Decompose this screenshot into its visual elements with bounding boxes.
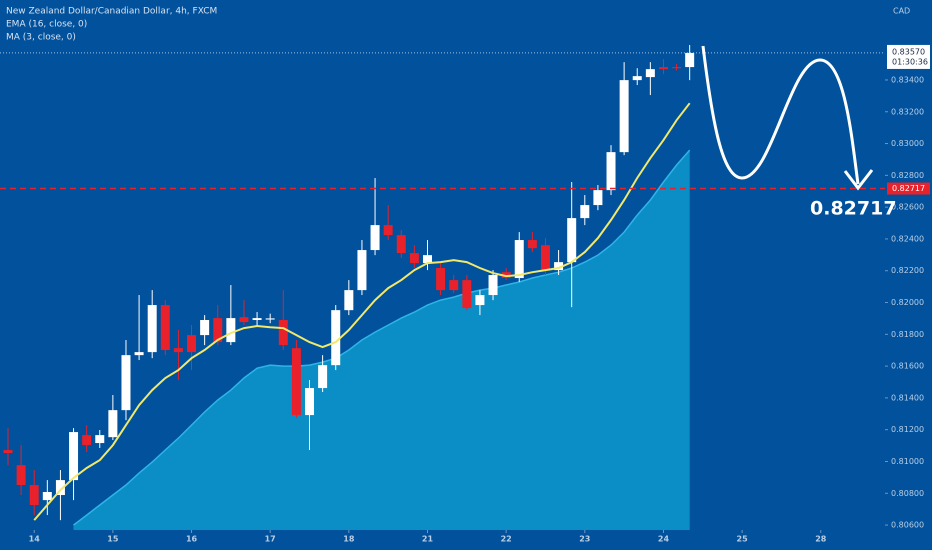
candle-body xyxy=(252,318,262,321)
candle-body xyxy=(147,305,157,353)
candle-body xyxy=(55,480,65,496)
line xyxy=(33,102,691,521)
last-price-tag xyxy=(887,44,930,69)
candle-body xyxy=(449,280,459,291)
y-tick-label: 0.82000 xyxy=(891,298,924,307)
candle-body xyxy=(134,352,144,356)
candle-body xyxy=(567,218,577,263)
candle-body xyxy=(29,485,39,506)
candle-body xyxy=(580,205,590,219)
y-tick-label: 0.82800 xyxy=(891,171,924,180)
countdown-label: 01:30:36 xyxy=(892,57,928,66)
candle-body xyxy=(82,435,92,446)
candle-body xyxy=(514,240,524,279)
candle-body xyxy=(593,190,603,206)
candle-body xyxy=(187,335,197,353)
y-tick-label: 0.81000 xyxy=(891,457,924,466)
currency-label: CAD xyxy=(893,7,910,16)
legend-ema: EMA (16, close, 0) xyxy=(6,20,87,30)
y-tick-label: 0.82600 xyxy=(891,203,924,212)
candle-body xyxy=(121,355,131,411)
candle-body xyxy=(42,492,52,501)
y-tick-label: 0.83200 xyxy=(891,107,924,116)
x-tick-label: 18 xyxy=(343,535,355,544)
candle-body xyxy=(409,253,419,264)
candle-body xyxy=(331,310,341,366)
candle-body xyxy=(527,240,537,249)
y-tick-label: 0.81200 xyxy=(891,425,924,434)
candle-body xyxy=(462,280,472,309)
y-tick-label: 0.83000 xyxy=(891,139,924,148)
last-price-label: 0.83570 xyxy=(892,47,925,56)
y-tick-label: 0.81400 xyxy=(891,393,924,402)
forecast-arrow xyxy=(843,169,874,191)
candle-body xyxy=(16,465,26,486)
candle-body xyxy=(213,318,223,343)
candle-body xyxy=(475,295,485,306)
y-tick-label: 0.81800 xyxy=(891,330,924,339)
x-tick-label: 17 xyxy=(265,535,276,544)
x-tick-label: 16 xyxy=(186,535,198,544)
candle-body xyxy=(69,432,79,481)
candle-body xyxy=(606,152,616,191)
x-tick-label: 28 xyxy=(815,535,827,544)
y-tick-label: 0.81600 xyxy=(891,362,924,371)
candle-body xyxy=(226,318,236,343)
candle-body xyxy=(357,250,367,291)
candle-body xyxy=(672,67,682,69)
candle-body xyxy=(554,262,564,271)
level-tag-label: 0.82717 xyxy=(892,184,925,193)
candle-body xyxy=(173,348,183,353)
candle-body xyxy=(3,450,13,454)
candle-body xyxy=(370,225,380,251)
candle-body xyxy=(619,80,629,153)
candle-body xyxy=(645,69,655,78)
candle-body xyxy=(95,435,105,444)
candle-body xyxy=(488,275,498,296)
candle-body xyxy=(685,52,695,68)
level-tag xyxy=(887,182,930,195)
candle-body xyxy=(396,235,406,254)
y-tick-label: 0.83400 xyxy=(891,75,924,84)
x-tick-label: 22 xyxy=(501,535,512,544)
y-tick-label: 0.80800 xyxy=(891,489,924,498)
x-tick-label: 14 xyxy=(29,535,41,544)
candle-body xyxy=(239,317,249,323)
forecast-curve xyxy=(701,45,860,185)
candle-body xyxy=(265,318,275,320)
candle-body xyxy=(305,388,315,416)
candle-body xyxy=(108,410,118,438)
x-tick-label: 25 xyxy=(737,535,749,544)
candle-body xyxy=(160,305,170,351)
candle-body xyxy=(658,67,668,70)
legend-ma: MA (3, close, 0) xyxy=(6,33,76,43)
area-edge xyxy=(73,149,691,526)
candle-body xyxy=(291,348,301,416)
y-tick-label: 0.82400 xyxy=(891,234,924,243)
candle-body xyxy=(344,290,354,311)
candle-body xyxy=(540,245,550,271)
candle-body xyxy=(200,320,210,336)
x-tick-label: 15 xyxy=(107,535,119,544)
chart-title: New Zealand Dollar/Canadian Dollar, 4h, … xyxy=(6,7,217,17)
x-tick-label: 24 xyxy=(658,535,670,544)
plot: 0.80600 0.80800 0.81000 0.81200 0.81400 0.816… xyxy=(0,44,924,544)
candle-body xyxy=(422,255,432,264)
x-tick-label: 23 xyxy=(579,535,590,544)
candle-body xyxy=(632,76,642,81)
x-tick-label: 21 xyxy=(422,535,434,544)
y-tick-label: 0.82200 xyxy=(891,266,924,275)
candle-body xyxy=(278,320,288,346)
area xyxy=(73,150,690,530)
candle-body xyxy=(318,365,328,389)
candle-body xyxy=(436,268,446,291)
candle-body xyxy=(383,225,393,236)
y-tick-label: 0.80600 xyxy=(891,521,924,530)
level-annotation: 0.82717 xyxy=(810,198,897,220)
